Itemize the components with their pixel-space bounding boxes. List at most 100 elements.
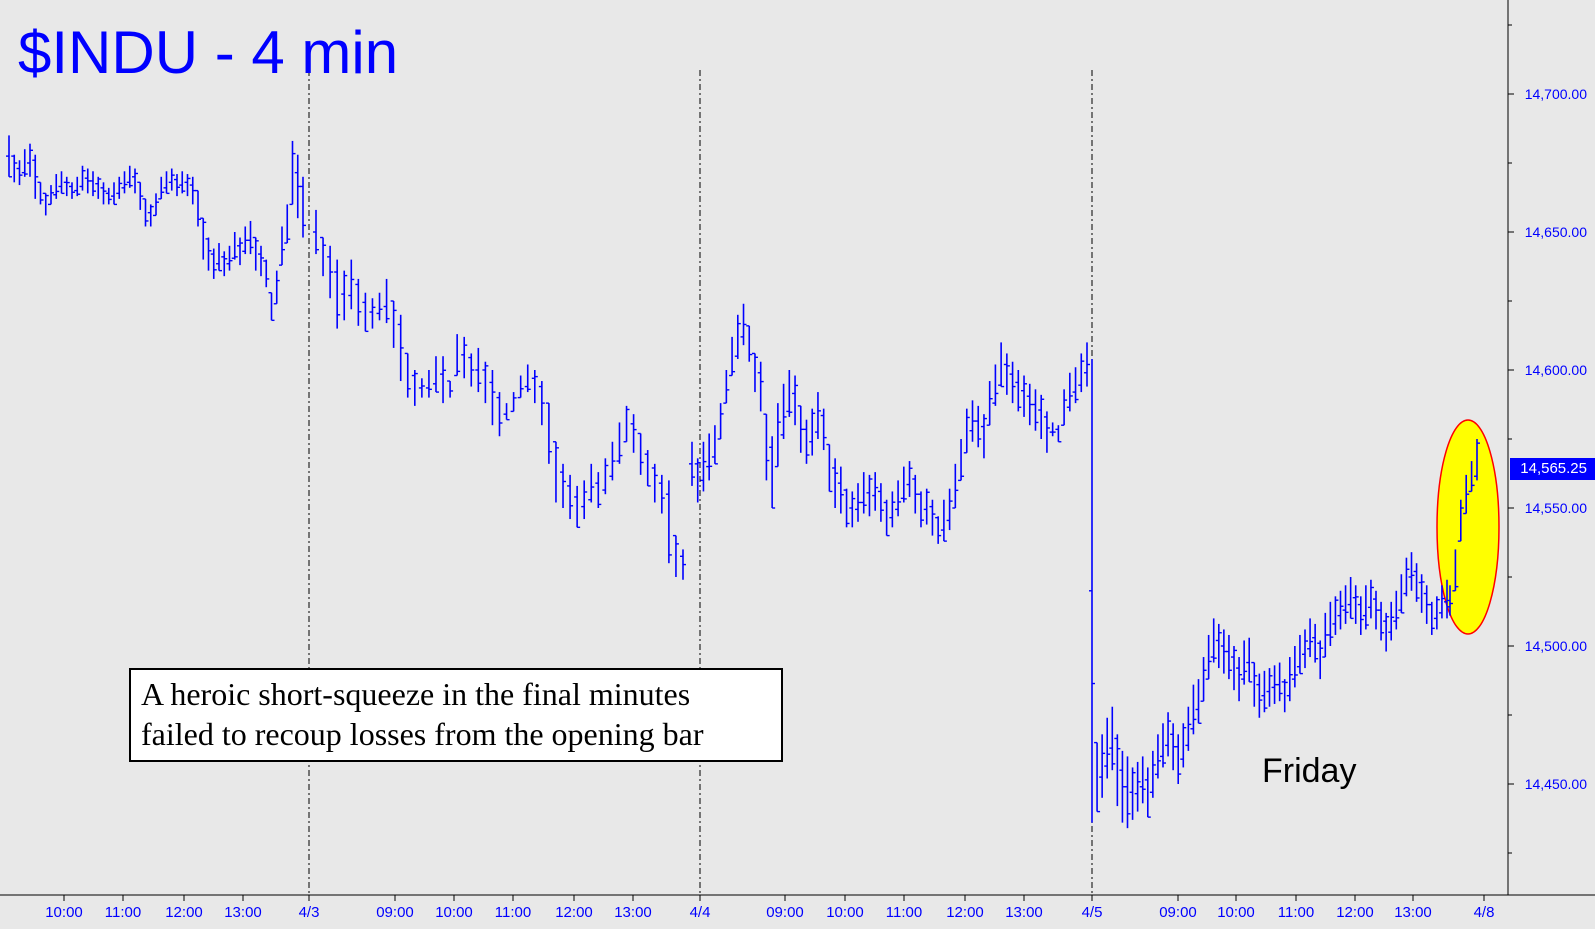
price-bar (1418, 574, 1425, 613)
price-bar (390, 300, 397, 348)
chart-title: $INDU - 4 min (18, 19, 399, 86)
price-bar (369, 298, 376, 329)
x-tick-label: 4/4 (690, 904, 711, 921)
price-bar (1378, 601, 1385, 641)
price-bar (1452, 549, 1459, 592)
price-bar (1327, 601, 1334, 646)
price-bar (975, 405, 982, 448)
price-bar (418, 378, 425, 398)
price-bar (121, 171, 128, 194)
price-bar (1474, 439, 1480, 481)
price-bar (774, 403, 781, 468)
price-bar (53, 174, 60, 199)
price-bar (168, 168, 175, 191)
price-bar (58, 171, 65, 195)
price-bar (574, 485, 581, 529)
price-bar (729, 336, 736, 377)
price-bar (1342, 585, 1349, 624)
price-bar (1307, 618, 1314, 658)
price-bar (496, 392, 503, 437)
price-bar (658, 474, 665, 514)
price-bar (1447, 585, 1453, 616)
price-bar (552, 441, 559, 503)
price-bar (1362, 585, 1369, 630)
x-tick-label: 10:00 (435, 904, 473, 921)
price-bar (581, 480, 588, 520)
price-bar (665, 480, 672, 564)
x-tick-label: 10:00 (45, 904, 83, 921)
x-tick-label: 12:00 (555, 904, 593, 921)
price-bar (341, 270, 348, 321)
price-bar (1231, 646, 1237, 691)
price-bar (21, 149, 28, 177)
price-bar (174, 174, 180, 197)
price-bar (42, 192, 49, 216)
price-bar (1302, 629, 1308, 669)
highlight-ellipse (1436, 419, 1500, 635)
price-bar (866, 474, 873, 517)
price-bar (1185, 706, 1192, 751)
price-bar (1089, 358, 1095, 823)
price-bar (1296, 634, 1303, 675)
price-bar (1251, 661, 1258, 707)
price-bar (872, 472, 879, 511)
price-bar (986, 381, 993, 426)
price-bar (48, 185, 54, 206)
price-bar (1180, 723, 1187, 768)
price-bar (1468, 461, 1475, 493)
price-bar (216, 243, 222, 272)
y-tick-label: 14,450.00 (1525, 776, 1587, 792)
price-bar (694, 458, 701, 503)
price-bar (958, 439, 965, 482)
price-bar (1337, 590, 1344, 630)
price-bar (411, 370, 418, 406)
price-bar (1266, 668, 1273, 707)
price-bar (734, 314, 741, 359)
price-bar (560, 463, 567, 508)
price-bar (210, 248, 217, 279)
price-bar (27, 143, 33, 177)
price-bar (1357, 596, 1364, 635)
price-bar (1281, 679, 1288, 713)
price-bar (952, 463, 959, 509)
price-bar (16, 160, 23, 186)
price-bar (142, 198, 149, 227)
price-bar (763, 413, 770, 481)
x-tick-label: 4/8 (1474, 904, 1495, 921)
price-bar (6, 135, 12, 178)
price-bar (1175, 734, 1182, 784)
x-tick-label: 4/5 (1082, 904, 1103, 921)
price-bar (355, 278, 362, 326)
price-bar (1038, 394, 1045, 439)
day-separators (308, 70, 1093, 895)
price-bar (814, 392, 821, 439)
price-bar (706, 433, 713, 481)
x-tick-label: 12:00 (1336, 904, 1374, 921)
price-bar (1114, 734, 1121, 807)
price-bar (1094, 741, 1101, 813)
price-bar (327, 245, 334, 299)
price-bar (195, 189, 201, 227)
price-bar (475, 347, 482, 393)
price-bar (711, 425, 718, 465)
price-bar (284, 204, 291, 244)
price-bar (1246, 637, 1253, 683)
price-bar (820, 408, 827, 451)
price-bar (832, 458, 839, 508)
price-bar (63, 176, 70, 197)
price-bar (1225, 634, 1232, 680)
price-bar (877, 483, 884, 522)
price-bar (79, 165, 86, 191)
price-bar (447, 380, 454, 398)
annotation-line-2: failed to recoup losses from the opening… (141, 716, 704, 752)
price-bar (163, 171, 170, 195)
price-bar (503, 403, 510, 421)
price-bar (757, 361, 764, 412)
y-tick-label: 14,500.00 (1525, 638, 1587, 654)
price-bar (226, 245, 233, 271)
price-bar (273, 270, 280, 305)
price-bar (751, 352, 758, 393)
price-bar (1043, 411, 1050, 453)
